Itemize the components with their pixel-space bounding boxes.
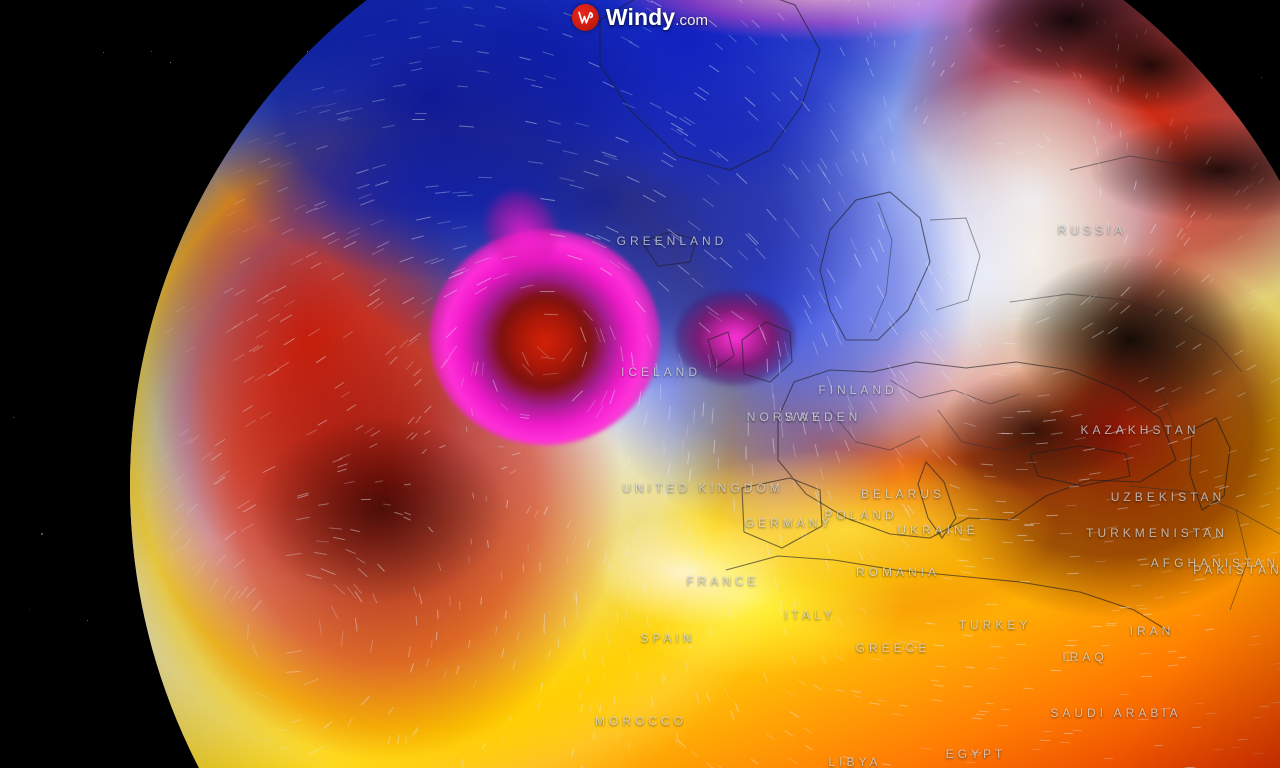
brand-name: Windy [605, 4, 676, 30]
windy-logo-text: Windy.com [606, 6, 708, 29]
sphere-shading [130, 0, 1280, 768]
globe-sphere[interactable] [130, 0, 1280, 768]
windy-logo[interactable]: Windy.com [571, 4, 708, 31]
windy-logo-icon [571, 4, 599, 31]
brand-suffix: .com [675, 12, 709, 29]
